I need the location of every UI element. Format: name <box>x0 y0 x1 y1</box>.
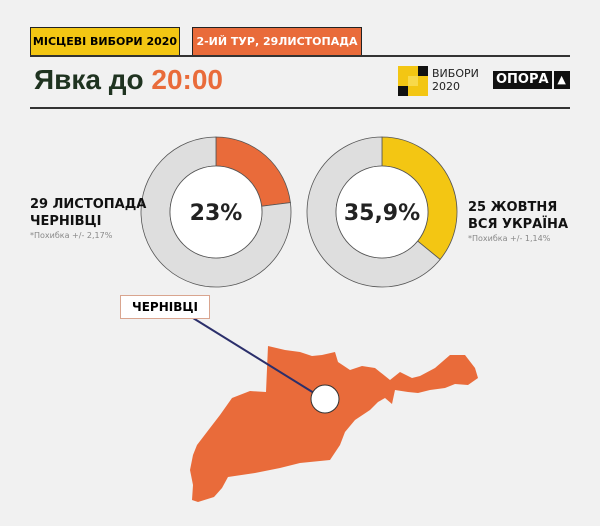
left-legend: 29 ЛИСТОПАДА ЧЕРНІВЦІ *Похибка +/- 2,17% <box>30 196 146 242</box>
elections-logo-icon <box>398 66 428 96</box>
right-note: *Похибка +/- 1,14% <box>468 234 551 243</box>
logo-line2: 2020 <box>432 80 460 93</box>
right-date: 25 ЖОВТНЯ <box>468 200 558 215</box>
divider <box>30 107 570 109</box>
donut-hole <box>335 165 429 259</box>
city-label: ЧЕРНІВЦІ <box>120 295 210 319</box>
opora-logo: ОПОРА ▲ <box>493 71 570 89</box>
opora-logo-text: ОПОРА <box>493 71 552 89</box>
right-legend: 25 ЖОВТНЯ ВСЯ УКРАЇНА *Похибка +/- 1,14% <box>468 199 568 245</box>
chernivtsi-region-map <box>190 346 478 502</box>
title-prefix: Явка до <box>34 64 144 95</box>
donut-charts: 23% 35,9% <box>140 136 458 288</box>
page-title: Явка до 20:00 <box>34 64 223 96</box>
logo-line1: ВИБОРИ <box>432 67 479 80</box>
donut-center-label: 35,9% <box>344 201 420 226</box>
city-marker <box>310 384 340 414</box>
donut-center-label: 23% <box>190 201 243 226</box>
tab-second-round: 2-ИЙ ТУР, 29ЛИСТОПАДА <box>192 27 362 55</box>
divider <box>30 55 570 57</box>
right-place: ВСЯ УКРАЇНА <box>468 217 569 232</box>
tab-local-elections: МІСЦЕВІ ВИБОРИ 2020 <box>30 27 180 55</box>
triangle-icon: ▲ <box>553 71 570 89</box>
left-note: *Похибка +/- 2,17% <box>30 231 113 240</box>
pointer-line <box>192 317 315 394</box>
left-place: ЧЕРНІВЦІ <box>30 214 102 229</box>
title-time: 20:00 <box>151 64 223 95</box>
elections-logo-text: ВИБОРИ 2020 <box>432 67 479 93</box>
donut-hole <box>169 165 263 259</box>
left-date: 29 ЛИСТОПАДА <box>30 197 147 212</box>
